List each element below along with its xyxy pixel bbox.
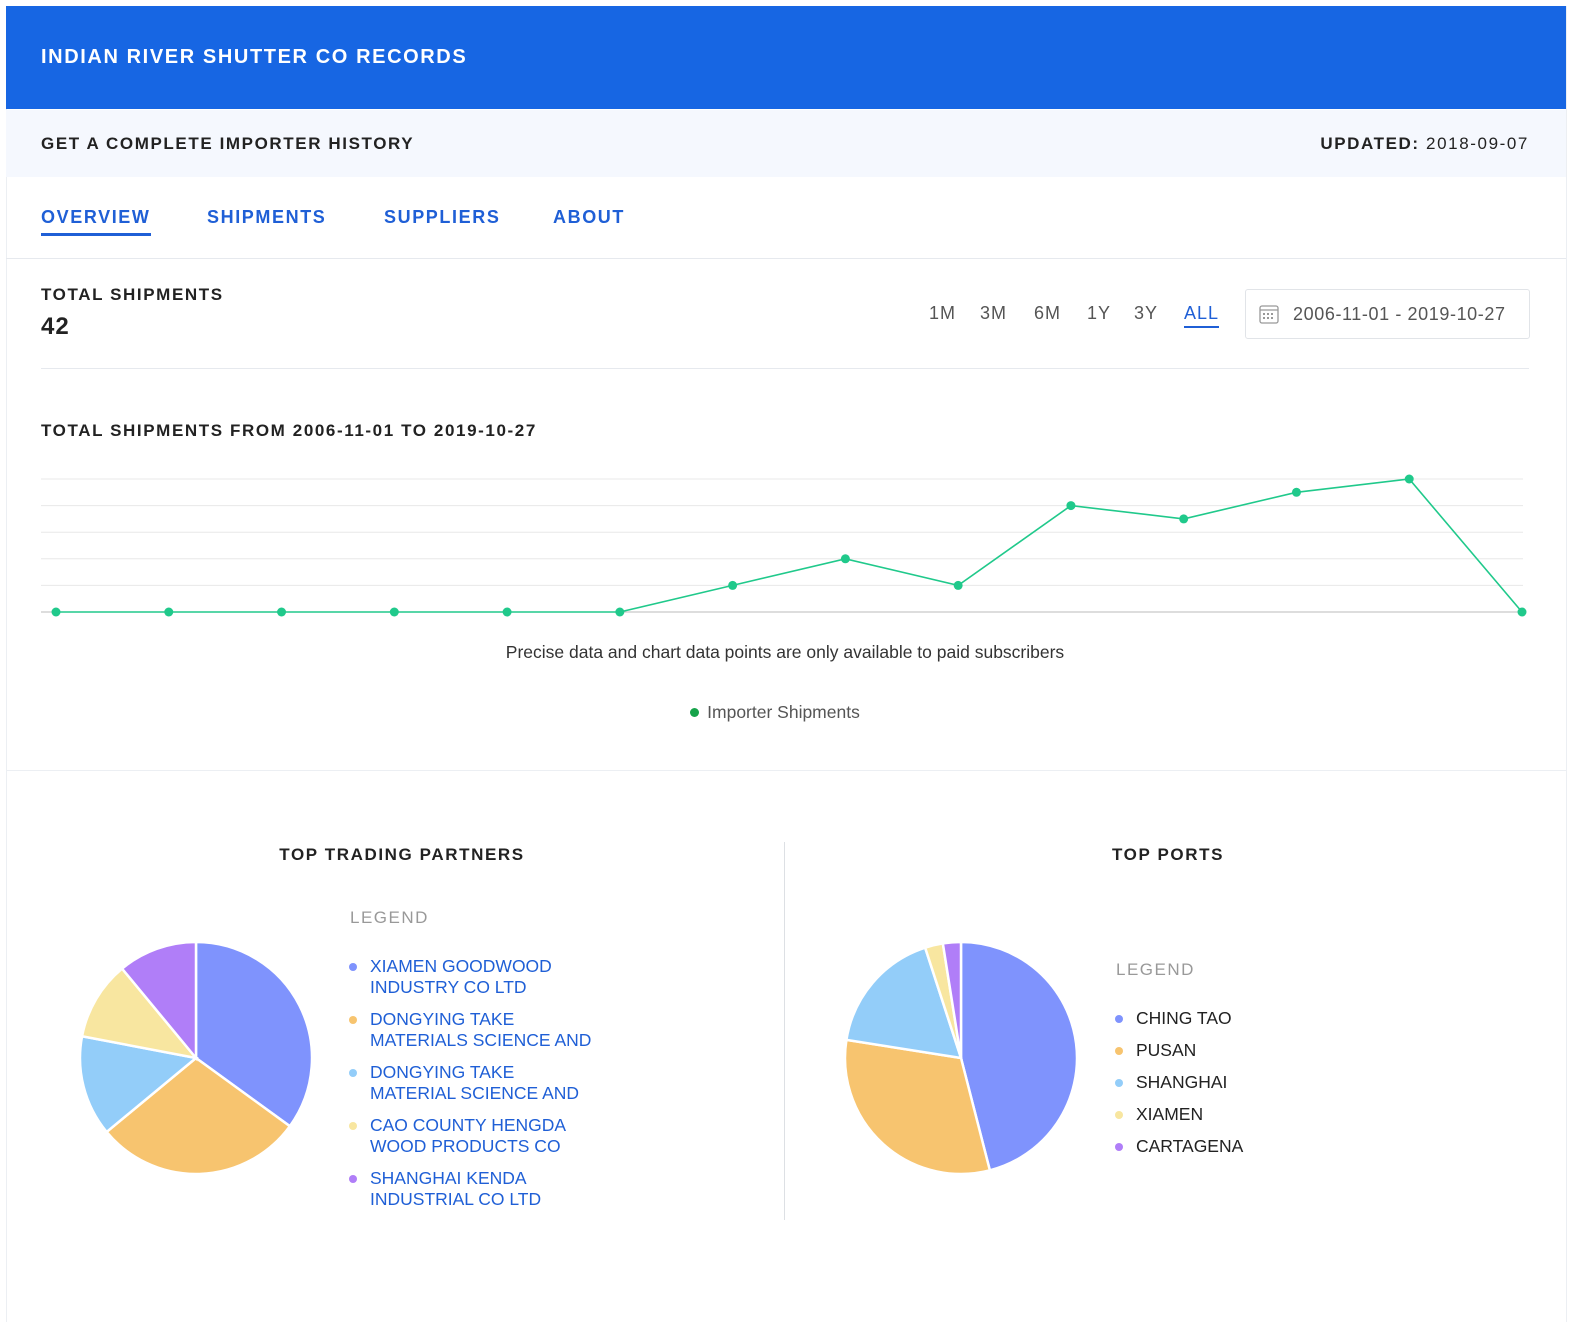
range-button[interactable]: 1M <box>929 303 957 323</box>
legend-item[interactable]: XIAMEN GOODWOOD INDUSTRY CO LTD <box>349 956 594 998</box>
legend-item: CARTAGENA <box>1115 1136 1375 1157</box>
legend-label: XIAMEN <box>1136 1104 1204 1124</box>
legend-title: LEGEND <box>350 908 429 927</box>
pie-title: TOP PORTS <box>1111 845 1225 864</box>
summary-label: TOTAL SHIPMENTS <box>41 285 224 304</box>
legend-label: PUSAN <box>1136 1040 1197 1060</box>
data-point <box>277 607 287 617</box>
divider <box>6 770 1566 771</box>
legend-item: SHANGHAI <box>1115 1072 1375 1093</box>
pie-chart <box>843 940 1079 1176</box>
tab[interactable]: ABOUT <box>553 207 625 227</box>
divider <box>784 842 785 1220</box>
legend-dot <box>349 963 357 971</box>
chart-note: Precise data and chart data points are o… <box>505 642 1065 662</box>
legend-label: CARTAGENA <box>1136 1136 1244 1156</box>
range-button[interactable]: 6M <box>1034 303 1062 323</box>
legend-dot <box>349 1016 357 1024</box>
tab[interactable]: SUPPLIERS <box>384 207 501 227</box>
pie-slice <box>959 940 1079 1172</box>
updated-label: UPDATED: <box>1320 134 1420 153</box>
legend-dot <box>1115 1015 1123 1023</box>
line-chart <box>41 474 1527 617</box>
legend-dot <box>1115 1111 1123 1119</box>
card <box>6 6 1567 1322</box>
data-point <box>840 554 850 564</box>
legend-dot <box>1115 1079 1123 1087</box>
range-button[interactable]: 1Y <box>1087 303 1112 323</box>
data-point <box>1179 514 1189 524</box>
pie-slice <box>78 1034 199 1134</box>
data-point <box>1291 487 1301 497</box>
legend-dot <box>349 1175 357 1183</box>
data-point <box>1066 501 1076 511</box>
tab[interactable]: SHIPMENTS <box>207 207 327 227</box>
legend-label: XIAMEN GOODWOOD INDUSTRY CO LTD <box>370 956 552 997</box>
pie-slice <box>844 946 963 1060</box>
legend-dot <box>690 708 700 717</box>
subheader-bar <box>6 110 1566 177</box>
calendar-icon <box>1259 305 1279 324</box>
legend-label: SHANGHAI <box>1136 1072 1228 1092</box>
legend-label: CHING TAO <box>1136 1008 1232 1028</box>
legend-item: CHING TAO <box>1115 1008 1375 1029</box>
pie-slice <box>104 1056 292 1176</box>
legend-dot <box>349 1069 357 1077</box>
data-point <box>1517 607 1527 617</box>
chart-legend: Importer Shipments <box>0 702 1550 723</box>
legend-label: DONGYING TAKE MATERIAL SCIENCE AND <box>370 1062 580 1103</box>
legend-item[interactable]: DONGYING TAKE MATERIAL SCIENCE AND <box>349 1062 594 1104</box>
data-point <box>51 607 61 617</box>
pie-chart <box>78 940 314 1176</box>
range-button[interactable]: 3M <box>980 303 1008 323</box>
header-bar <box>6 6 1566 109</box>
data-point <box>502 607 512 617</box>
legend-item[interactable]: DONGYING TAKE MATERIALS SCIENCE AND <box>349 1009 594 1051</box>
data-point <box>164 607 174 617</box>
legend-dot <box>1115 1143 1123 1151</box>
legend-label: SHANGHAI KENDA INDUSTRIAL CO LTD <box>370 1168 542 1209</box>
legend: XIAMEN GOODWOOD INDUSTRY CO LTD DONGYING … <box>349 956 594 1221</box>
subheader-text: GET A COMPLETE IMPORTER HISTORY <box>41 134 415 153</box>
summary-value: 42 <box>41 313 70 340</box>
legend-label: Importer Shipments <box>707 702 860 722</box>
series-line <box>56 478 1523 613</box>
data-point <box>953 580 963 590</box>
range-button[interactable]: ALL <box>1184 303 1220 328</box>
range-button[interactable]: 3Y <box>1134 303 1159 323</box>
pie-title: TOP TRADING PARTNERS <box>279 845 525 864</box>
data-point <box>728 580 738 590</box>
pie-slice <box>194 940 314 1128</box>
date-range: 2006-11-01 - 2019-10-27 <box>1293 304 1506 324</box>
divider <box>41 368 1529 369</box>
updated-value: 2018-09-07 <box>1426 134 1529 153</box>
legend-item: XIAMEN <box>1115 1104 1375 1125</box>
legend-item[interactable]: CAO COUNTY HENGDA WOOD PRODUCTS CO <box>349 1115 594 1157</box>
legend-label: CAO COUNTY HENGDA WOOD PRODUCTS CO <box>370 1115 566 1156</box>
legend-item[interactable]: SHANGHAI KENDA INDUSTRIAL CO LTD <box>349 1168 594 1210</box>
page-title: INDIAN RIVER SHUTTER CO RECORDS <box>41 46 468 68</box>
updated: UPDATED: 2018-09-07 <box>1320 134 1529 154</box>
legend-item: PUSAN <box>1115 1040 1375 1061</box>
legend-dot <box>349 1122 357 1130</box>
data-point <box>389 607 399 617</box>
pie-slice <box>120 940 198 1062</box>
data-point <box>615 607 625 617</box>
pie-slice <box>80 966 200 1060</box>
chart-title: TOTAL SHIPMENTS FROM 2006-11-01 TO 2019-… <box>41 421 537 440</box>
pie-slice <box>843 1038 992 1176</box>
legend-title: LEGEND <box>1116 960 1195 979</box>
legend: CHING TAO PUSAN SHANGHAI XIAMEN CARTAGENA <box>1115 1008 1375 1168</box>
data-point <box>1404 474 1414 484</box>
tab[interactable]: OVERVIEW <box>41 207 151 236</box>
legend-label: DONGYING TAKE MATERIALS SCIENCE AND <box>370 1009 592 1050</box>
date-picker[interactable]: 2006-11-01 - 2019-10-27 <box>1245 289 1530 339</box>
legend-dot <box>1115 1047 1123 1055</box>
pie-slice <box>941 940 963 1059</box>
divider <box>6 258 1566 259</box>
